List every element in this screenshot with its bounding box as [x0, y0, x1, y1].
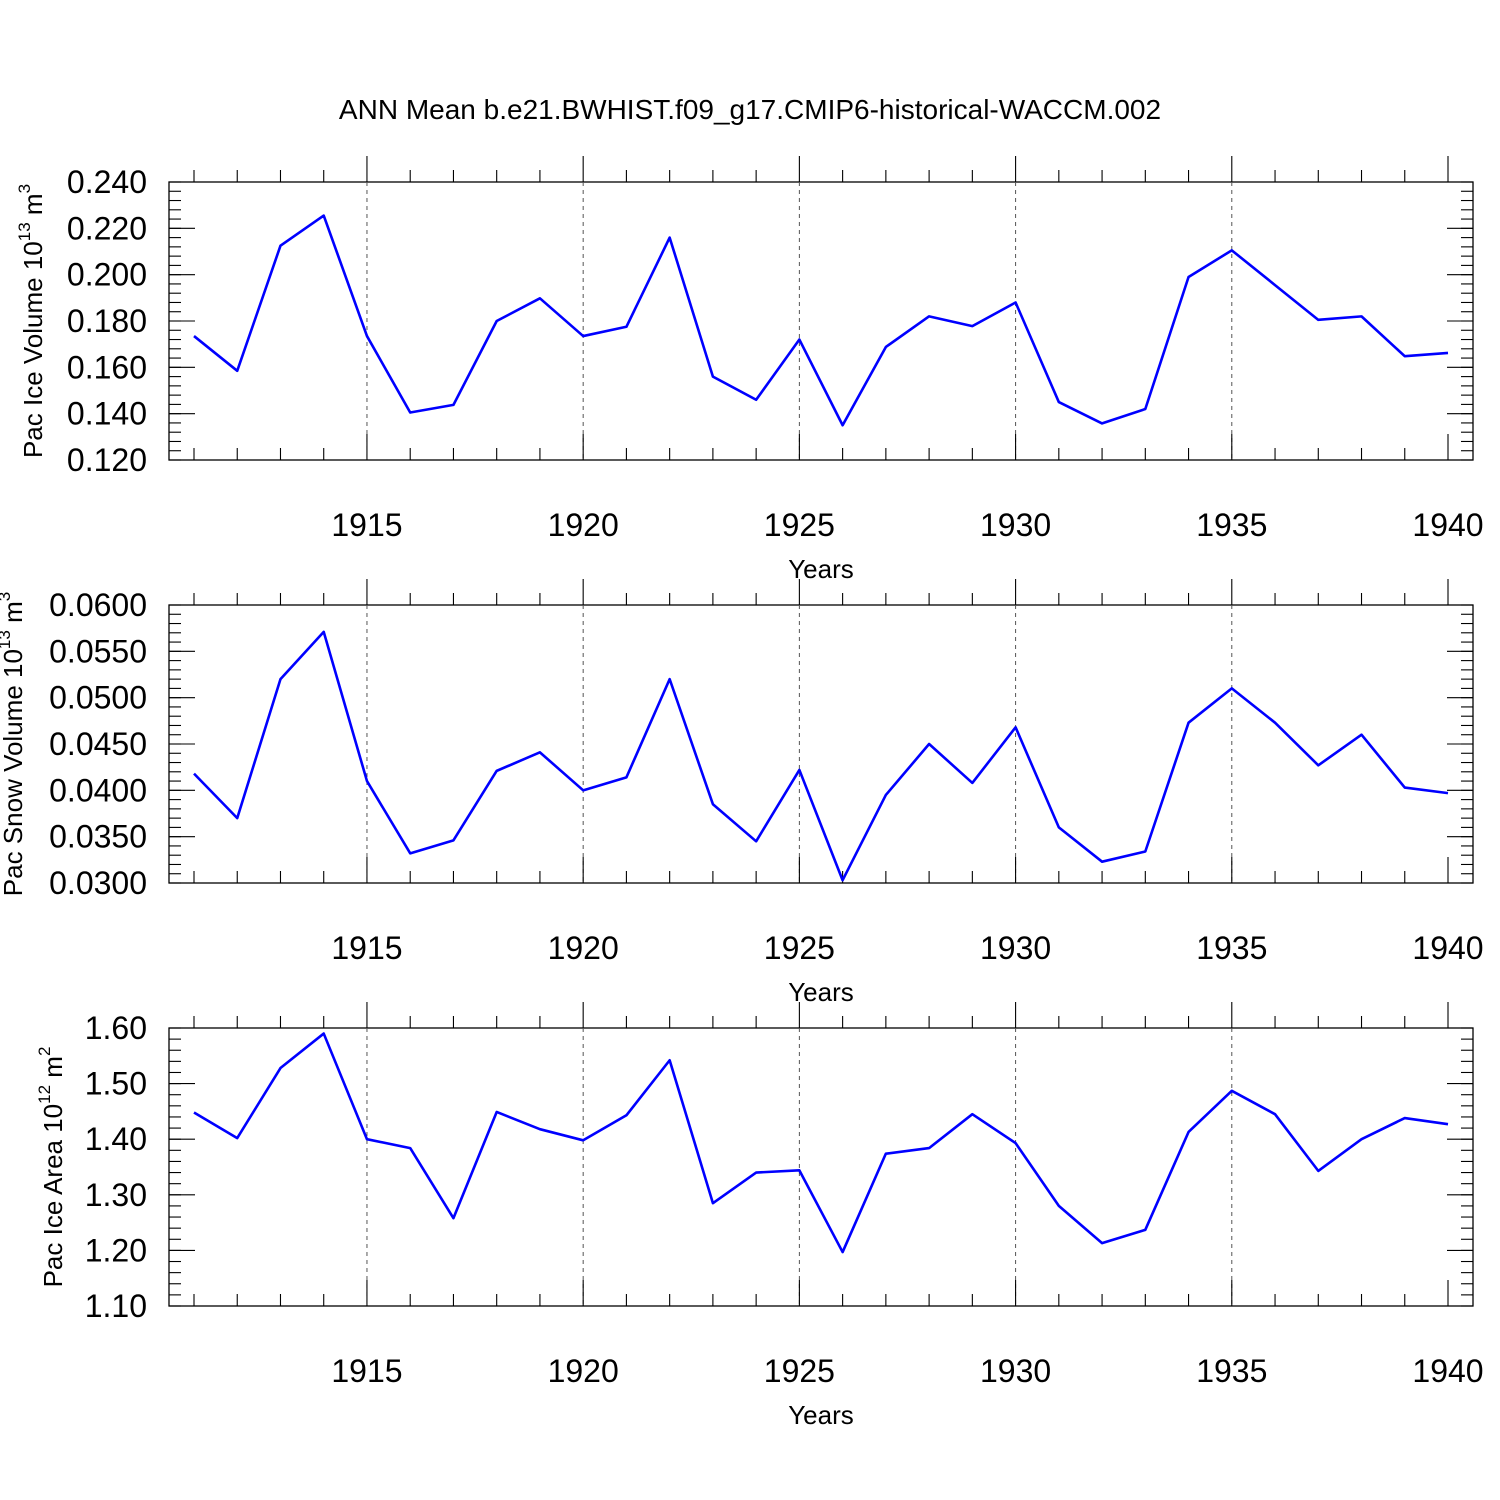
- x-axis-title: Years: [788, 1400, 854, 1430]
- y-tick-label: 0.220: [67, 210, 147, 246]
- x-tick-label: 1915: [331, 1353, 402, 1389]
- x-tick-label: 1915: [331, 930, 402, 966]
- x-tick-label: 1925: [764, 1353, 835, 1389]
- y-tick-label: 0.0400: [49, 772, 147, 808]
- y-tick-label: 0.0600: [49, 587, 147, 623]
- panels: 1915 1920 1925 1930 1935 1940 0.120 0.140 0.160 0…: [0, 156, 1484, 1430]
- y-tick-label: 1.50: [85, 1066, 147, 1102]
- y-tick-label: 0.200: [67, 257, 147, 293]
- x-tick-label: 1930: [980, 507, 1051, 543]
- x-tick-label: 1930: [980, 930, 1051, 966]
- y-axis-title: Pac Snow Volume 1013 m3: [0, 592, 28, 896]
- x-tick-label: 1920: [548, 507, 619, 543]
- series-line-1: [193, 1032, 1449, 1254]
- plot-frame: [168, 604, 1474, 884]
- x-tick-label: 1935: [1196, 930, 1267, 966]
- y-tick-label: 0.0450: [49, 726, 147, 762]
- panel-3: 1915 1920 1925 1930 1935 1940 1.10 1.20 1.30 1.40…: [35, 1002, 1484, 1430]
- y-tick-label: 1.60: [85, 1010, 147, 1046]
- x-tick-label: 1935: [1196, 507, 1267, 543]
- figure-title: ANN Mean b.e21.BWHIST.f09_g17.CMIP6-hist…: [339, 94, 1161, 125]
- y-axis-title: Pac Ice Area 1012 m2: [35, 1047, 68, 1288]
- y-tick-label: 1.20: [85, 1232, 147, 1268]
- x-tick-label: 1915: [331, 507, 402, 543]
- y-tick-label: 1.30: [85, 1177, 147, 1213]
- plot-frame: [168, 1027, 1474, 1307]
- x-tick-label: 1925: [764, 507, 835, 543]
- y-tick-label: 0.0350: [49, 819, 147, 855]
- x-tick-label: 1940: [1412, 507, 1483, 543]
- series-line-1: [193, 214, 1449, 427]
- y-tick-label: 1.10: [85, 1288, 147, 1324]
- y-tick-label: 1.40: [85, 1121, 147, 1157]
- x-tick-label: 1920: [548, 930, 619, 966]
- y-tick-label: 0.0550: [49, 633, 147, 669]
- x-tick-label: 1935: [1196, 1353, 1267, 1389]
- y-tick-label: 0.160: [67, 349, 147, 385]
- panel-1: 1915 1920 1925 1930 1935 1940 0.120 0.140 0.160 0…: [15, 156, 1484, 584]
- x-tick-label: 1925: [764, 930, 835, 966]
- x-tick-label: 1940: [1412, 930, 1483, 966]
- y-tick-label: 0.0500: [49, 680, 147, 716]
- panel-2: 1915 1920 1925 1930 1935 1940 0.0300 0.0350 0.04…: [0, 579, 1484, 1007]
- plot-frame: [168, 181, 1474, 461]
- x-axis-title: Years: [788, 554, 854, 584]
- y-tick-label: 0.140: [67, 396, 147, 432]
- y-tick-label: 0.0300: [49, 865, 147, 901]
- x-tick-label: 1920: [548, 1353, 619, 1389]
- y-axis-title: Pac Ice Volume 1013 m3: [15, 184, 48, 458]
- x-axis-title: Years: [788, 977, 854, 1007]
- y-tick-label: 0.180: [67, 303, 147, 339]
- y-tick-label: 0.120: [67, 442, 147, 478]
- x-tick-label: 1930: [980, 1353, 1051, 1389]
- y-tick-label: 0.240: [67, 164, 147, 200]
- x-tick-label: 1940: [1412, 1353, 1483, 1389]
- series-line-1: [193, 630, 1449, 882]
